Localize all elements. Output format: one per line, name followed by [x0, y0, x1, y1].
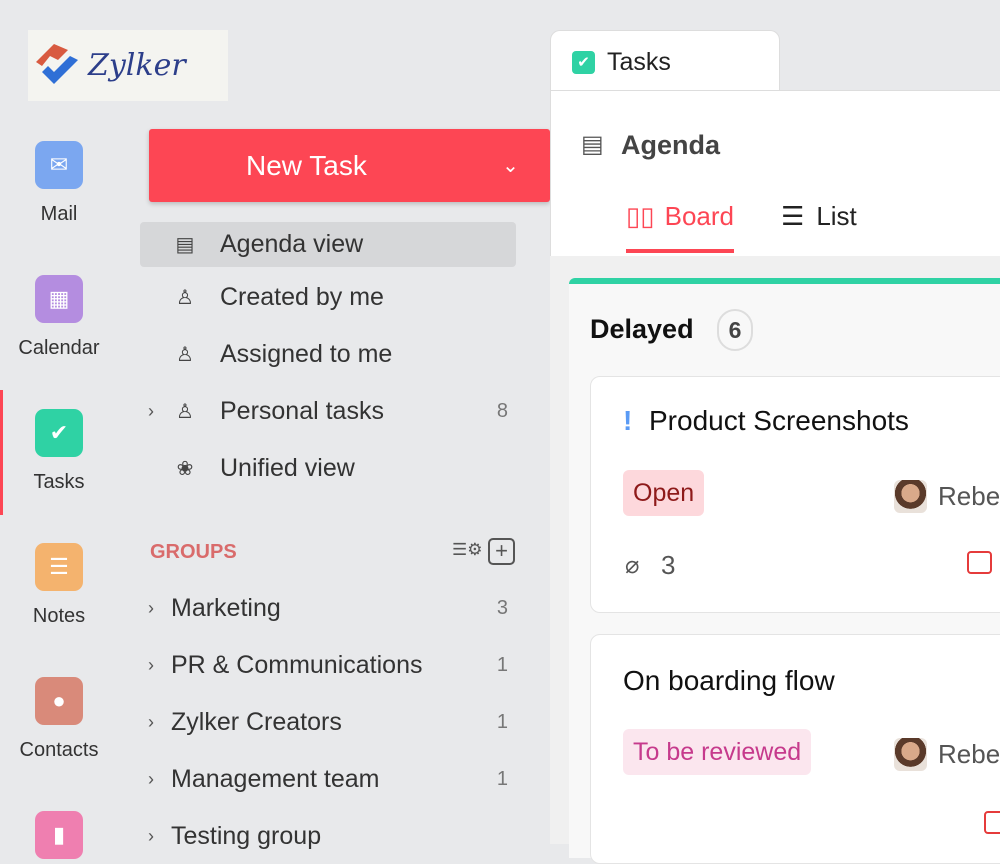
group-item[interactable]: › PR & Communications 1 [140, 643, 516, 688]
tab-tasks[interactable]: ✔ Tasks [550, 30, 780, 92]
group-label: Management team [171, 765, 380, 793]
rail-label: Notes [32, 605, 86, 627]
rail-tasks[interactable]: ✔ Tasks [0, 409, 118, 494]
sidebar-item-label: Created by me [220, 283, 384, 311]
task-title: On boarding flow [623, 665, 835, 696]
user-out-icon: ♙ [176, 287, 194, 309]
group-item[interactable]: › Management team 1 [140, 757, 516, 802]
attachment-icon: ⌀ [625, 552, 640, 579]
agenda-icon: ▤ [581, 131, 604, 158]
sidebar-item-label: Personal tasks [220, 397, 384, 425]
rail-notes[interactable]: ☰ Notes [0, 543, 118, 628]
assignee-name: Rebe [938, 739, 1000, 769]
chevron-right-icon[interactable]: › [148, 401, 154, 421]
check-icon: ✔ [35, 409, 83, 457]
rail-contacts[interactable]: ● Contacts [0, 677, 118, 762]
task-card[interactable]: On boarding flow To be reviewed Rebe [590, 634, 1000, 864]
sidebar-item-label: Assigned to me [220, 340, 393, 368]
group-item[interactable]: › Testing group [140, 814, 516, 859]
list-icon: ☰ [781, 201, 805, 231]
avatar [894, 480, 927, 513]
group-label: Testing group [171, 822, 322, 850]
calendar-icon: ▦ [35, 275, 83, 323]
task-card[interactable]: ! Product Screenshots Open Rebe ⌀ 3 [590, 376, 1000, 613]
page-title: Agenda [621, 130, 721, 160]
status-badge[interactable]: To be reviewed [623, 729, 812, 775]
rail-bookmarks[interactable]: ▮ [0, 811, 118, 859]
chevron-right-icon[interactable]: › [148, 655, 154, 675]
sidebar-item-personal-tasks[interactable]: › ♙ Personal tasks 8 [140, 389, 516, 434]
group-item[interactable]: › Marketing 3 [140, 586, 516, 631]
rail-mail[interactable]: ✉ Mail [0, 141, 118, 226]
tab-label: Tasks [607, 48, 671, 76]
rail-calendar[interactable]: ▦ Calendar [0, 275, 118, 360]
count: 8 [496, 400, 508, 422]
sidebar-item-unified-view[interactable]: ❀ Unified view [140, 446, 516, 491]
tab-list[interactable]: ☰ List [781, 201, 857, 232]
chevron-down-icon[interactable]: ⌄ [502, 155, 519, 177]
logo-mark-icon [36, 43, 78, 84]
column-count-badge: 6 [717, 309, 753, 351]
add-group-icon[interactable]: + [488, 538, 515, 565]
contact-icon: ● [35, 677, 83, 725]
count: 3 [496, 597, 508, 619]
new-task-button[interactable]: New Task ⌄ [149, 129, 550, 202]
chevron-right-icon[interactable]: › [148, 598, 154, 618]
group-item[interactable]: › Zylker Creators 1 [140, 700, 516, 745]
notes-icon: ☰ [35, 543, 83, 591]
task-title: Product Screenshots [649, 405, 909, 436]
chevron-right-icon[interactable]: › [148, 769, 154, 789]
logo-text: Zylker [88, 48, 186, 83]
tab-board[interactable]: ▯▯ Board [626, 201, 735, 253]
new-task-label: New Task [246, 150, 367, 181]
assignee-name: Rebe [938, 481, 1000, 511]
board-icon: ▯▯ [626, 201, 655, 231]
count: 1 [496, 654, 508, 676]
group-label: Marketing [171, 594, 281, 622]
group-settings-icon[interactable]: ☰⚙ [452, 540, 483, 559]
chevron-right-icon[interactable]: › [148, 712, 154, 732]
due-date-icon [967, 551, 992, 574]
sidebar-item-label: Agenda view [220, 230, 364, 258]
tab-label: Board [664, 201, 735, 231]
tasks-tab-icon: ✔ [572, 51, 595, 74]
rail-label: Tasks [33, 471, 85, 493]
count: 1 [496, 768, 508, 790]
status-badge[interactable]: Open [623, 470, 705, 516]
column-title: Delayed [590, 314, 694, 344]
attachment-count: 3 [661, 550, 676, 580]
count: 1 [496, 711, 508, 733]
group-label: PR & Communications [171, 651, 423, 679]
sidebar-item-label: Unified view [220, 454, 355, 482]
user-icon: ♙ [176, 401, 194, 423]
rail-active-indicator [0, 390, 3, 515]
agenda-icon: ▤ [175, 234, 195, 256]
rail-label: Calendar [18, 337, 100, 359]
tab-label: List [816, 201, 857, 231]
chevron-right-icon[interactable]: › [148, 826, 154, 846]
group-label: Zylker Creators [171, 708, 342, 736]
due-date-icon [984, 811, 1000, 834]
rail-label: Mail [40, 203, 78, 225]
logo: Zylker [28, 30, 228, 101]
groups-heading: GROUPS [150, 541, 237, 563]
mail-icon: ✉ [35, 141, 83, 189]
rail-label: Contacts [19, 739, 99, 761]
priority-icon: ! [623, 405, 633, 436]
sidebar-item-agenda-view[interactable]: ▤ Agenda view [140, 222, 516, 267]
sidebar-item-created-by-me[interactable]: ♙ Created by me [140, 275, 516, 320]
main-header: ▤ Agenda ▯▯ Board ☰ List [550, 90, 1000, 256]
avatar [894, 738, 927, 771]
unified-icon: ❀ [176, 458, 194, 480]
bookmark-icon: ▮ [35, 811, 83, 859]
user-in-icon: ♙ [176, 344, 194, 366]
sidebar-item-assigned-to-me[interactable]: ♙ Assigned to me [140, 332, 516, 377]
